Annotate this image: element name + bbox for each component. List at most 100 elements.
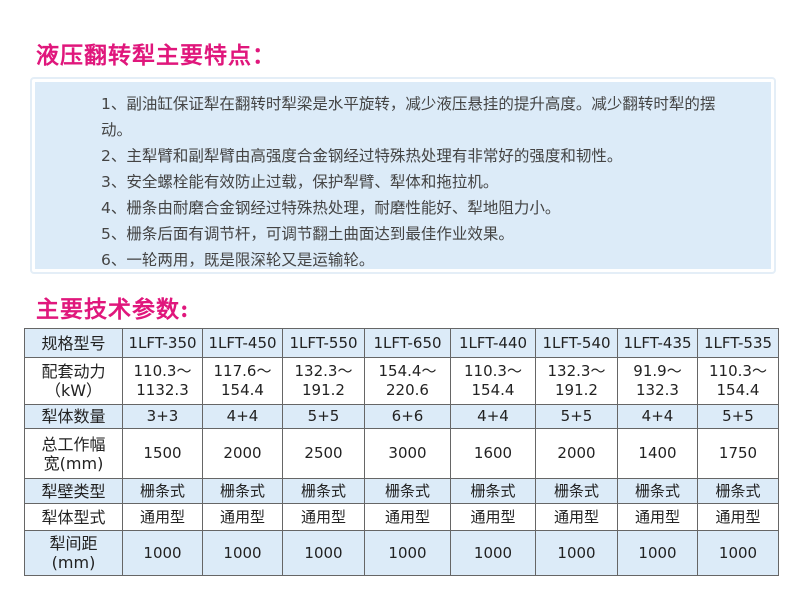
- table-cell: 1000: [617, 530, 698, 576]
- table-cell: 1000: [697, 530, 779, 576]
- cell-value: 3+3: [146, 407, 179, 425]
- table-row: 犁壁类型 栅条式 栅条式 栅条式 栅条式 栅条式 栅条式 栅条式 栅条式: [24, 478, 779, 504]
- cell-value: 1LFT-440: [458, 333, 528, 352]
- cell-value: 3000: [388, 444, 427, 462]
- cell-value: 110.3～154.4: [709, 362, 767, 399]
- cell-value: 1000: [304, 543, 343, 562]
- table-cell: 3000: [364, 428, 451, 479]
- cell-value: 通用型: [634, 507, 680, 526]
- table-cell: 2000: [202, 428, 283, 479]
- cell-value: 4+4: [477, 407, 509, 425]
- cell-value: 6+6: [391, 407, 424, 425]
- cell-value: 栅条式: [470, 481, 516, 500]
- cell-value: 栅条式: [715, 481, 761, 500]
- table-cell: 栅条式: [535, 478, 618, 504]
- cell-value: 110.3～1132.3: [133, 362, 192, 399]
- table-cell: 1LFT-650: [364, 328, 451, 358]
- table-cell: 栅条式: [617, 478, 698, 504]
- table-cell: 154.4～220.6: [364, 357, 451, 405]
- cell-value: 栅条式: [384, 481, 430, 500]
- feature-item: 4、栅条由耐磨合金钢经过特殊热处理，耐磨性能好、犁地阻力小。: [101, 199, 561, 217]
- feature-item: 3、安全螺栓能有效防止过载，保护犁臂、犁体和拖拉机。: [101, 173, 499, 191]
- row-label: 犁体型式: [41, 507, 106, 527]
- row-header: 犁体数量: [24, 404, 123, 429]
- table-cell: 5+5: [282, 404, 365, 429]
- table-cell: 5+5: [535, 404, 618, 429]
- table-cell: 1500: [122, 428, 203, 479]
- row-header: 总工作幅宽(mm): [24, 428, 123, 479]
- table-cell: 栅条式: [202, 478, 283, 504]
- table-cell: 1LFT-540: [535, 328, 618, 358]
- table-cell: 110.3～1132.3: [122, 357, 203, 405]
- table-cell: 2500: [282, 428, 365, 479]
- feature-item: 2、主犁臂和副犁臂由高强度合金钢经过特殊热处理有非常好的强度和韧性。: [101, 147, 623, 165]
- table-cell: 通用型: [364, 503, 451, 531]
- cell-value: 栅条式: [634, 481, 680, 500]
- table-cell: 通用型: [617, 503, 698, 531]
- table-cell: 4+4: [202, 404, 283, 429]
- cell-value: 通用型: [470, 507, 516, 526]
- table-cell: 1LFT-350: [122, 328, 203, 358]
- table-cell: 2000: [535, 428, 618, 479]
- row-label: 犁间距(mm): [49, 534, 98, 572]
- cell-value: 栅条式: [553, 481, 599, 500]
- row-label: 配套动力（kW）: [41, 362, 106, 400]
- cell-value: 117.6～154.4: [213, 362, 272, 399]
- row-label: 总工作幅宽(mm): [41, 434, 106, 473]
- cell-value: 91.9～132.3: [633, 362, 682, 399]
- cell-value: 栅条式: [139, 481, 185, 500]
- table-row: 总工作幅宽(mm) 1500 2000 2500 3000 1600 2000 1400 175…: [24, 428, 779, 479]
- cell-value: 1LFT-535: [703, 333, 773, 352]
- cell-value: 132.3～191.2: [547, 362, 606, 399]
- table-cell: 栅条式: [450, 478, 536, 504]
- cell-value: 2000: [223, 444, 262, 462]
- table-cell: 1400: [617, 428, 698, 479]
- table-cell: 1000: [122, 530, 203, 576]
- row-header: 规格型号: [24, 328, 123, 358]
- table-cell: 通用型: [282, 503, 365, 531]
- cell-value: 2500: [304, 444, 343, 462]
- cell-value: 1000: [638, 543, 677, 562]
- cell-value: 1000: [143, 543, 182, 562]
- cell-value: 通用型: [384, 507, 430, 526]
- table-cell: 91.9～132.3: [617, 357, 698, 405]
- table-cell: 1750: [697, 428, 779, 479]
- cell-value: 1750: [718, 444, 758, 462]
- row-label: 规格型号: [41, 333, 106, 353]
- cell-value: 1LFT-540: [542, 333, 611, 352]
- table-cell: 栅条式: [697, 478, 779, 504]
- table-cell: 1000: [535, 530, 618, 576]
- table-cell: 1000: [202, 530, 283, 576]
- table-cell: 5+5: [697, 404, 779, 429]
- cell-value: 1LFT-450: [208, 333, 277, 352]
- table-cell: 1LFT-535: [697, 328, 779, 358]
- features-title: 液压翻转犁主要特点：: [36, 42, 276, 69]
- row-label: 犁体数量: [41, 407, 106, 426]
- cell-value: 132.3～191.2: [294, 362, 353, 399]
- cell-value: 2000: [557, 444, 596, 462]
- features-list: 1、副油缸保证犁在翻转时犁梁是水平旋转，减少液压悬挂的提升高度。减少翻转时犁的摆…: [35, 82, 771, 269]
- table-cell: 1000: [364, 530, 451, 576]
- cell-value: 1000: [718, 543, 758, 562]
- cell-value: 1LFT-435: [623, 333, 692, 352]
- cell-value: 通用型: [219, 507, 265, 526]
- table-cell: 通用型: [202, 503, 283, 531]
- table-cell: 4+4: [450, 404, 536, 429]
- table-cell: 通用型: [697, 503, 779, 531]
- table-cell: 1LFT-435: [617, 328, 698, 358]
- row-label: 犁壁类型: [41, 481, 106, 501]
- table-cell: 1LFT-550: [282, 328, 365, 358]
- cell-value: 1000: [388, 543, 427, 562]
- table-row: 犁体数量 3+3 4+4 5+5 6+6 4+4 5+5 4+4 5+5: [24, 404, 779, 429]
- cell-value: 1LFT-350: [128, 333, 197, 352]
- table-cell: 栅条式: [282, 478, 365, 504]
- table-row: 配套动力（kW） 110.3～1132.3 117.6～154.4 132.3～191…: [24, 357, 779, 405]
- specs-title: 主要技术参数:: [36, 296, 190, 323]
- table-cell: 132.3～191.2: [282, 357, 365, 405]
- cell-value: 5+5: [307, 407, 340, 425]
- feature-item: 1、副油缸保证犁在翻转时犁梁是水平旋转，减少液压悬挂的提升高度。减少翻转时犁的摆…: [101, 95, 716, 139]
- table-cell: 1LFT-440: [450, 328, 536, 358]
- cell-value: 154.4～220.6: [378, 362, 437, 399]
- cell-value: 110.3～154.4: [464, 362, 522, 399]
- row-header: 犁间距(mm): [24, 530, 123, 576]
